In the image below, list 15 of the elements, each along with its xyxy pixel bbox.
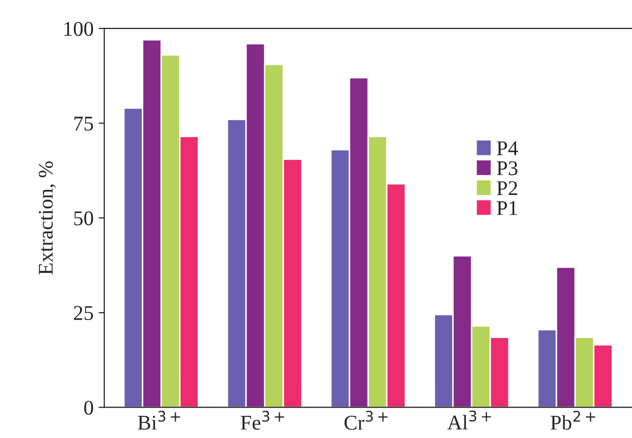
y-tick-label: 25 <box>74 306 94 320</box>
y-tick-label: 100 <box>64 22 94 36</box>
x-tick-label: Al$^{3+}$ <box>447 410 491 430</box>
y-axis-title: Extraction, % <box>38 161 56 275</box>
legend-label: P3 <box>496 161 518 176</box>
legend-label: P1 <box>496 201 518 215</box>
y-tick-label: 0 <box>84 400 94 415</box>
x-tick-label: Pb$^{2+}$ <box>550 410 596 430</box>
y-tick-label: 75 <box>74 116 94 131</box>
legend-label: P2 <box>496 181 518 195</box>
x-tick-label: Bi$^{3+}$ <box>138 410 180 430</box>
x-tick-label: Cr$^{3+}$ <box>344 410 388 430</box>
x-tick-label: Fe$^{3+}$ <box>240 410 284 430</box>
y-tick-label: 50 <box>74 211 94 226</box>
legend-label: P4 <box>496 141 518 156</box>
